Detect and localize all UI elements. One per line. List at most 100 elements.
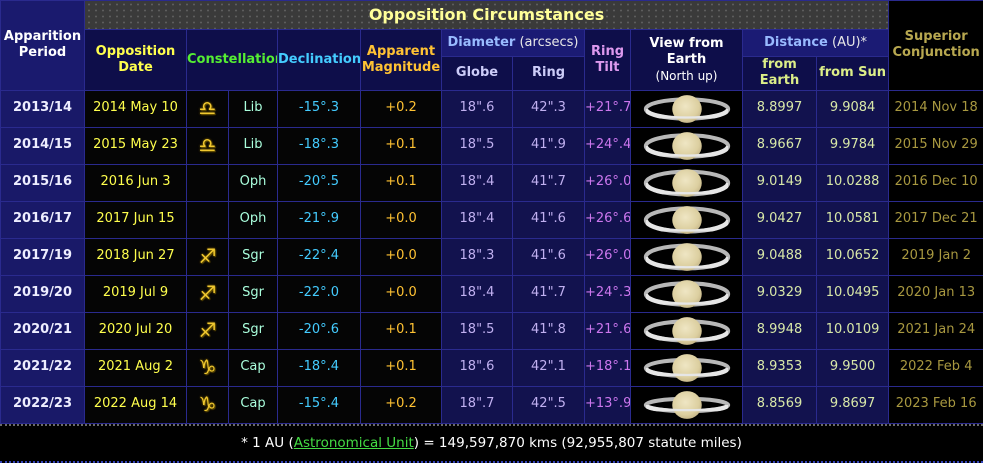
- opposition-date-cell: 2015 May 23: [85, 127, 187, 164]
- declination-cell: -20°.5: [278, 164, 361, 201]
- distance-from-earth-cell: 8.9353: [743, 349, 817, 386]
- distance-from-sun-cell: 10.0581: [817, 201, 889, 238]
- constellation-cell: Lib: [229, 90, 278, 127]
- distance-from-sun-cell: 10.0288: [817, 164, 889, 201]
- table-row: 2016/17 2017 Jun 15 Oph -21°.9 +0.0 18".…: [1, 201, 983, 238]
- ring-tilt-cell: +24°.3: [585, 275, 631, 312]
- superior-conjunction-cell: 2014 Nov 18: [889, 90, 983, 127]
- distance-from-sun-cell: 10.0495: [817, 275, 889, 312]
- ring-tilt-cell: +18°.1: [585, 349, 631, 386]
- distance-from-earth-cell: 9.0427: [743, 201, 817, 238]
- table-row: 2017/19 2018 Jun 27 ♐ Sgr -22°.4 +0.0 18…: [1, 238, 983, 275]
- globe-diameter-cell: 18".6: [442, 90, 513, 127]
- distance-from-sun-cell: 9.9784: [817, 127, 889, 164]
- constellation-cell: Sgr: [229, 312, 278, 349]
- apparition-period-cell: 2016/17: [1, 201, 85, 238]
- distance-from-earth-cell: 9.0149: [743, 164, 817, 201]
- magnitude-cell: +0.0: [361, 238, 442, 275]
- magnitude-cell: +0.1: [361, 127, 442, 164]
- astronomical-unit-link[interactable]: Astronomical Unit: [294, 435, 414, 451]
- ring-diameter-cell: 41".8: [513, 312, 585, 349]
- distance-from-earth-cell: 8.9948: [743, 312, 817, 349]
- header-apparent-magnitude: Apparent Magnitude: [361, 30, 442, 91]
- superior-conjunction-cell: 2022 Feb 4: [889, 349, 983, 386]
- libra-icon: ♎: [187, 127, 229, 164]
- globe-diameter-cell: 18".3: [442, 238, 513, 275]
- saturn-image: [635, 388, 739, 422]
- saturn-image: [635, 314, 739, 348]
- distance-from-sun-cell: 10.0652: [817, 238, 889, 275]
- saturn-image-cell: [631, 201, 743, 238]
- header-diameter: Diameter: [448, 35, 516, 50]
- header-opposition-date: Opposition Date: [85, 30, 187, 91]
- table-row: 2015/16 2016 Jun 3 Oph -20°.5 +0.1 18".4…: [1, 164, 983, 201]
- saturn-image-cell: [631, 386, 743, 423]
- apparition-period-cell: 2021/22: [1, 349, 85, 386]
- header-distance-group: Distance (AU)*: [743, 30, 889, 57]
- globe-diameter-cell: 18".5: [442, 127, 513, 164]
- globe-diameter-cell: 18".4: [442, 275, 513, 312]
- ring-diameter-cell: 42".1: [513, 349, 585, 386]
- declination-cell: -18°.4: [278, 349, 361, 386]
- ring-tilt-cell: +26°.0: [585, 238, 631, 275]
- globe-diameter-cell: 18".7: [442, 386, 513, 423]
- sagittarius-icon: ♐: [187, 275, 229, 312]
- header-superior-conjunction: Superior Conjunction: [889, 1, 983, 91]
- superior-conjunction-cell: 2019 Jan 2: [889, 238, 983, 275]
- apparition-period-cell: 2020/21: [1, 312, 85, 349]
- magnitude-cell: +0.2: [361, 90, 442, 127]
- saturn-image: [635, 203, 739, 237]
- table-row: 2019/20 2019 Jul 9 ♐ Sgr -22°.0 +0.0 18"…: [1, 275, 983, 312]
- magnitude-cell: +0.0: [361, 201, 442, 238]
- constellation-icon-empty: [187, 201, 229, 238]
- superior-conjunction-cell: 2020 Jan 13: [889, 275, 983, 312]
- declination-cell: -22°.0: [278, 275, 361, 312]
- superior-conjunction-cell: 2017 Dec 21: [889, 201, 983, 238]
- saturn-image: [635, 129, 739, 163]
- ring-diameter-cell: 41".9: [513, 127, 585, 164]
- opposition-date-cell: 2019 Jul 9: [85, 275, 187, 312]
- header-diameter-unit: (arcsecs): [515, 35, 578, 50]
- magnitude-cell: +0.1: [361, 349, 442, 386]
- opposition-date-cell: 2022 Aug 14: [85, 386, 187, 423]
- superior-conjunction-cell: 2021 Jan 24: [889, 312, 983, 349]
- saturn-image: [635, 92, 739, 126]
- ring-tilt-cell: +24°.4: [585, 127, 631, 164]
- distance-from-earth-cell: 8.9667: [743, 127, 817, 164]
- constellation-cell: Sgr: [229, 238, 278, 275]
- header-declination: Declination: [278, 30, 361, 91]
- apparition-period-cell: 2014/15: [1, 127, 85, 164]
- apparition-period-cell: 2019/20: [1, 275, 85, 312]
- ring-diameter-cell: 41".6: [513, 201, 585, 238]
- globe-diameter-cell: 18".5: [442, 312, 513, 349]
- saturn-image-cell: [631, 275, 743, 312]
- libra-icon: ♎: [187, 90, 229, 127]
- ring-tilt-cell: +26°.0: [585, 164, 631, 201]
- ring-tilt-cell: +21°.7: [585, 90, 631, 127]
- saturn-image: [635, 240, 739, 274]
- header-ring-tilt: Ring Tilt: [585, 30, 631, 91]
- saturn-image-cell: [631, 238, 743, 275]
- footnote-prefix: * 1 AU (: [241, 435, 294, 451]
- distance-from-sun-cell: 10.0109: [817, 312, 889, 349]
- header-diameter-group: Diameter (arcsecs): [442, 30, 585, 57]
- distance-from-earth-cell: 8.8569: [743, 386, 817, 423]
- table-row: 2013/14 2014 May 10 ♎ Lib -15°.3 +0.2 18…: [1, 90, 983, 127]
- constellation-icon-empty: [187, 164, 229, 201]
- table-row: 2022/23 2022 Aug 14 ♑ Cap -15°.4 +0.2 18…: [1, 386, 983, 423]
- header-ring: Ring: [513, 57, 585, 91]
- constellation-cell: Oph: [229, 164, 278, 201]
- declination-cell: -18°.3: [278, 127, 361, 164]
- magnitude-cell: +0.1: [361, 164, 442, 201]
- opposition-date-cell: 2020 Jul 20: [85, 312, 187, 349]
- superior-conjunction-cell: 2016 Dec 10: [889, 164, 983, 201]
- header-apparition-period: Apparition Period: [1, 1, 85, 91]
- capricornus-icon: ♑: [187, 349, 229, 386]
- ring-diameter-cell: 41".7: [513, 275, 585, 312]
- opposition-date-cell: 2014 May 10: [85, 90, 187, 127]
- au-footnote: * 1 AU (Astronomical Unit) = 149,597,870…: [0, 424, 983, 463]
- header-from-sun: from Sun: [817, 57, 889, 91]
- opposition-date-cell: 2017 Jun 15: [85, 201, 187, 238]
- globe-diameter-cell: 18".6: [442, 349, 513, 386]
- ring-diameter-cell: 41".6: [513, 238, 585, 275]
